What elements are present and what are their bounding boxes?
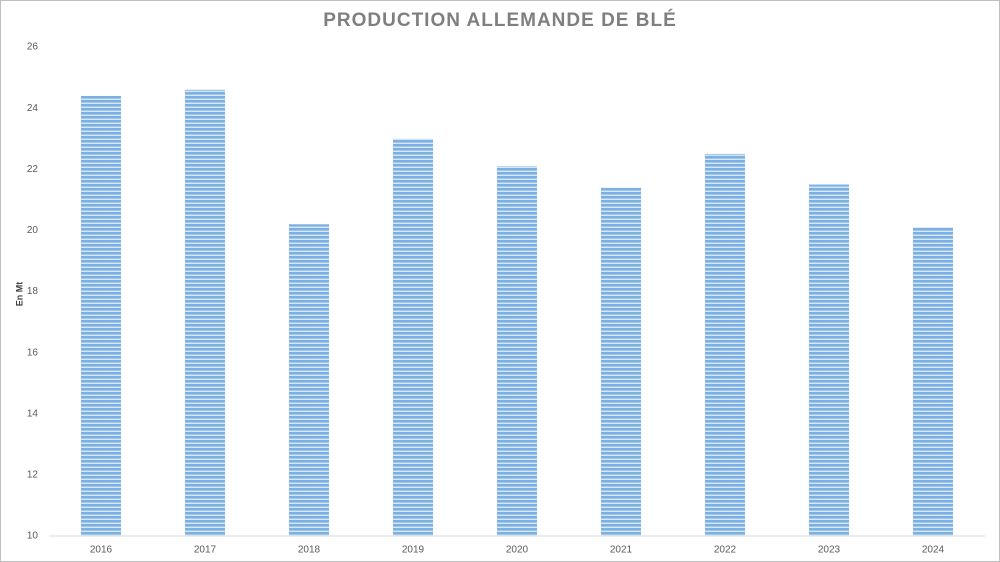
y-tick-label: 12 [27,470,39,481]
y-tick-label: 22 [27,164,39,175]
y-tick-label: 26 [27,42,39,53]
y-tick-label: 18 [27,286,39,297]
y-tick-label: 10 [27,531,39,542]
y-tick-label: 24 [27,103,39,114]
bar [601,187,641,536]
bar [289,224,329,536]
y-tick-label: 14 [27,408,39,419]
bar [913,227,953,536]
y-tick-label: 20 [27,225,39,236]
x-tick-label: 2020 [506,545,529,556]
bar [809,184,849,536]
y-axis-label: En Mt [14,282,24,307]
bar [393,138,433,536]
x-tick-label: 2021 [610,545,633,556]
x-tick-label: 2016 [90,545,113,556]
y-tick-label: 16 [27,347,39,358]
bar [185,89,225,536]
bar [497,166,537,536]
x-tick-label: 2023 [818,545,841,556]
x-tick-label: 2019 [402,545,425,556]
chart-title: PRODUCTION ALLEMANDE DE BLÉ [323,9,677,31]
x-tick-label: 2024 [922,545,945,556]
bar [81,95,121,537]
bar [705,153,745,536]
x-tick-label: 2022 [714,545,737,556]
x-tick-label: 2018 [298,545,321,556]
x-tick-label: 2017 [194,545,217,556]
